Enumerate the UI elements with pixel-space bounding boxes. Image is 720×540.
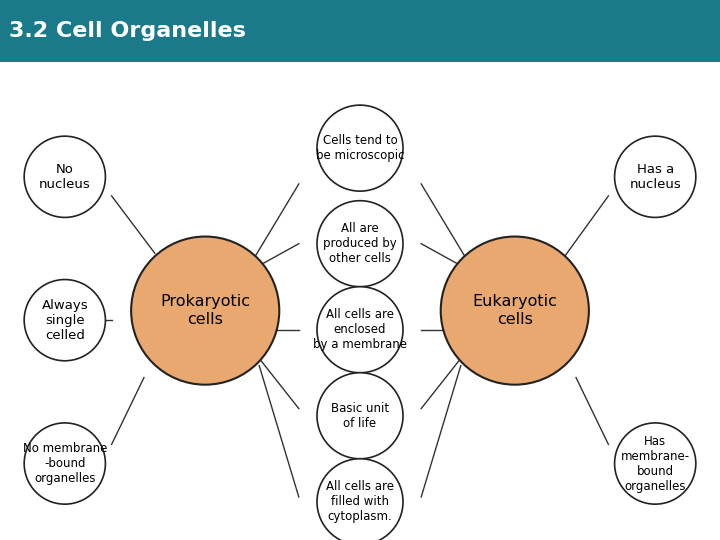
- Text: All are
produced by
other cells: All are produced by other cells: [323, 222, 397, 265]
- Text: All cells are
filled with
cytoplasm.: All cells are filled with cytoplasm.: [326, 480, 394, 523]
- Text: Eukaryotic
cells: Eukaryotic cells: [472, 294, 557, 327]
- Text: No
nucleus: No nucleus: [39, 163, 91, 191]
- Text: Basic unit
of life: Basic unit of life: [331, 402, 389, 430]
- Text: 3.2 Cell Organelles: 3.2 Cell Organelles: [9, 21, 246, 41]
- Text: Has
membrane-
bound
organelles: Has membrane- bound organelles: [621, 435, 690, 492]
- Ellipse shape: [317, 201, 403, 287]
- Text: All cells are
enclosed
by a membrane: All cells are enclosed by a membrane: [313, 308, 407, 351]
- Ellipse shape: [24, 280, 105, 361]
- Ellipse shape: [317, 105, 403, 191]
- Ellipse shape: [615, 423, 696, 504]
- Ellipse shape: [24, 423, 105, 504]
- Text: Always
single
celled: Always single celled: [42, 299, 88, 342]
- Text: Cells tend to
be microscopic: Cells tend to be microscopic: [316, 134, 404, 162]
- Ellipse shape: [615, 136, 696, 218]
- Ellipse shape: [441, 237, 589, 384]
- Text: Prokaryotic
cells: Prokaryotic cells: [160, 294, 251, 327]
- Ellipse shape: [131, 237, 279, 384]
- FancyBboxPatch shape: [0, 0, 720, 62]
- Ellipse shape: [317, 459, 403, 540]
- Ellipse shape: [317, 287, 403, 373]
- Text: No membrane
-bound
organelles: No membrane -bound organelles: [22, 442, 107, 485]
- Text: Has a
nucleus: Has a nucleus: [629, 163, 681, 191]
- Ellipse shape: [317, 373, 403, 459]
- Ellipse shape: [24, 136, 105, 218]
